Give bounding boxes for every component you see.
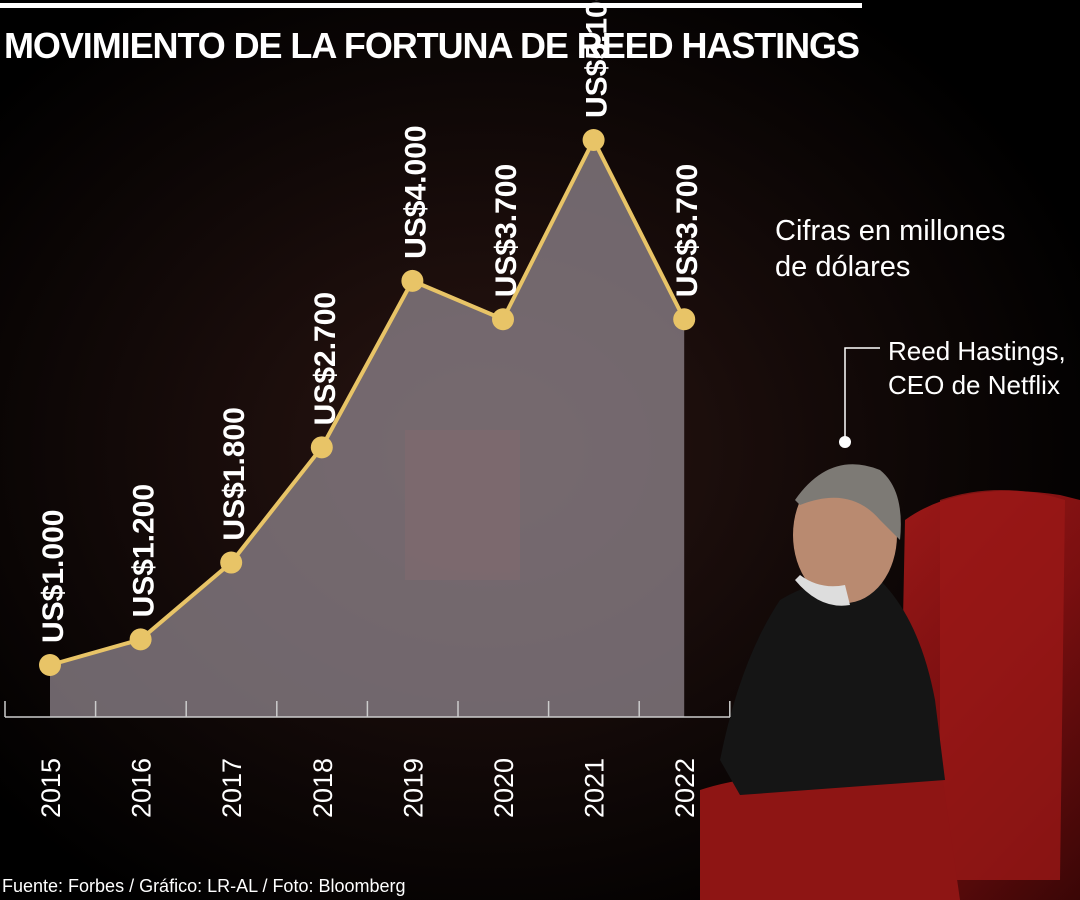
point <box>492 308 514 331</box>
point <box>401 269 424 292</box>
x-tick-label: 2020 <box>489 758 519 818</box>
annotation-leader <box>844 347 880 440</box>
top-rule <box>0 3 862 8</box>
data-label: US$4.000 <box>399 125 432 258</box>
note-line: de dólares <box>775 251 910 283</box>
data-label: US$2.700 <box>309 292 342 425</box>
annotation-dot <box>839 436 851 448</box>
data-label: US$5.100 <box>581 0 614 118</box>
annotation-line: Reed Hastings, <box>888 336 1066 366</box>
point <box>310 436 333 459</box>
data-label: US$3.700 <box>671 164 704 297</box>
annotation-line: CEO de Netflix <box>888 370 1060 400</box>
x-tick-label: 2021 <box>580 758 610 818</box>
x-tick-label: 2018 <box>308 758 338 818</box>
data-label: US$1.200 <box>128 484 161 617</box>
x-tick-label: 2017 <box>217 758 247 818</box>
point <box>582 129 605 151</box>
data-label: US$1.000 <box>37 510 70 643</box>
chart-title: MOVIMIENTO DE LA FORTUNA DE REED HASTING… <box>4 25 860 66</box>
area <box>50 140 685 717</box>
data-label: US$3.700 <box>490 164 523 297</box>
line <box>49 135 686 667</box>
x-tick-label: 2019 <box>398 758 428 818</box>
point <box>220 551 243 574</box>
data-label: US$1.800 <box>218 407 251 540</box>
x-tick-label: 2015 <box>36 758 66 818</box>
point <box>673 308 696 331</box>
source: Fuente: Forbes / Gráfico: LR-AL / Foto: … <box>2 876 406 896</box>
x-tick-label: 2016 <box>127 758 157 818</box>
point <box>129 628 152 651</box>
x-tick-label: 2022 <box>670 758 700 818</box>
note-line: Cifras en millones <box>775 215 1005 247</box>
point <box>39 654 61 676</box>
